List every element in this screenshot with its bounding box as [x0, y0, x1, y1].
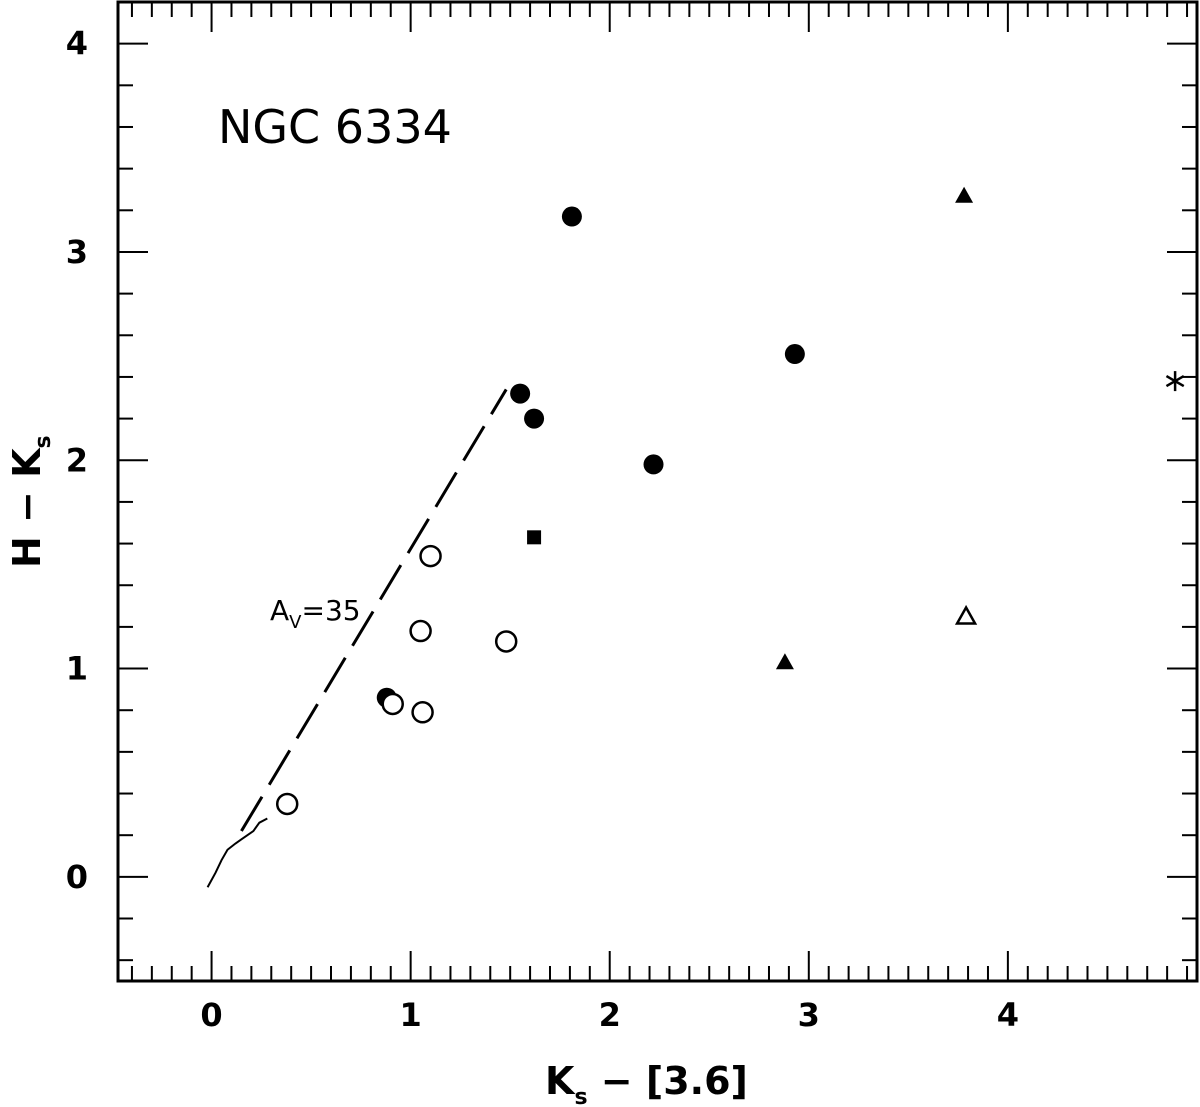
open-circle-point	[411, 701, 434, 724]
open-circle-point	[419, 544, 442, 568]
data-points	[275, 186, 1185, 816]
open-circle-point	[275, 792, 299, 816]
x-axis-label: Ks − [3.6]	[545, 1059, 748, 1107]
open-circle-point	[494, 630, 518, 653]
y-tick-label: 1	[66, 650, 88, 688]
chart-title: NGC 6334	[218, 100, 452, 154]
model-lines	[206, 388, 508, 888]
tick-labels: 0 1 2 3 4 0 1 2 3 4	[66, 25, 1019, 1034]
reddening-annotation: AV=35	[270, 594, 361, 633]
axis-ticks	[118, 1, 1197, 981]
y-tick-label: 4	[66, 25, 88, 63]
filled-circle-point	[524, 408, 545, 429]
open-circle-point	[409, 619, 432, 643]
filled-circle-point	[561, 206, 582, 227]
x-tick-label: 1	[400, 996, 422, 1034]
asterisk-point	[1165, 371, 1185, 392]
reddening-vector-line	[240, 388, 508, 832]
filled-circle-point	[510, 383, 531, 404]
asterisk-stroke	[1165, 375, 1185, 388]
filled-triangle-point	[775, 653, 794, 670]
filled-square-point	[527, 530, 542, 545]
filled-triangle-point	[955, 186, 974, 203]
x-tick-label: 0	[200, 996, 222, 1034]
open-triangle-point	[954, 604, 978, 625]
x-tick-label: 2	[599, 996, 621, 1034]
y-tick-label: 2	[66, 441, 88, 479]
open-circle-point	[381, 692, 404, 716]
x-tick-label: 4	[997, 996, 1019, 1034]
y-tick-label: 3	[66, 233, 88, 271]
x-tick-label: 3	[798, 996, 820, 1034]
y-axis-label: H − Ks	[5, 435, 56, 568]
filled-circle-point	[784, 344, 805, 365]
plot-frame	[116, 0, 1199, 983]
y-tick-label: 0	[66, 858, 88, 896]
filled-circle-point	[643, 454, 664, 475]
intrinsic-locus-line	[206, 817, 268, 888]
